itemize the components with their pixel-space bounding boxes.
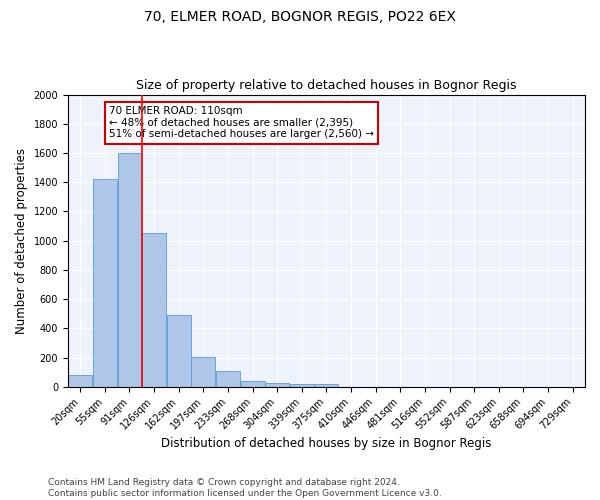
Bar — [167, 315, 191, 386]
Bar — [314, 384, 338, 386]
Title: Size of property relative to detached houses in Bognor Regis: Size of property relative to detached ho… — [136, 79, 517, 92]
Text: 70 ELMER ROAD: 110sqm
← 48% of detached houses are smaller (2,395)
51% of semi-d: 70 ELMER ROAD: 110sqm ← 48% of detached … — [109, 106, 374, 140]
Bar — [142, 234, 166, 386]
Bar — [93, 180, 117, 386]
Bar — [191, 357, 215, 386]
Text: 70, ELMER ROAD, BOGNOR REGIS, PO22 6EX: 70, ELMER ROAD, BOGNOR REGIS, PO22 6EX — [144, 10, 456, 24]
Bar — [68, 375, 92, 386]
Text: Contains HM Land Registry data © Crown copyright and database right 2024.
Contai: Contains HM Land Registry data © Crown c… — [48, 478, 442, 498]
X-axis label: Distribution of detached houses by size in Bognor Regis: Distribution of detached houses by size … — [161, 437, 491, 450]
Y-axis label: Number of detached properties: Number of detached properties — [15, 148, 28, 334]
Bar — [241, 381, 265, 386]
Bar — [216, 372, 240, 386]
Bar — [118, 153, 142, 386]
Bar — [265, 382, 289, 386]
Bar — [290, 384, 314, 386]
